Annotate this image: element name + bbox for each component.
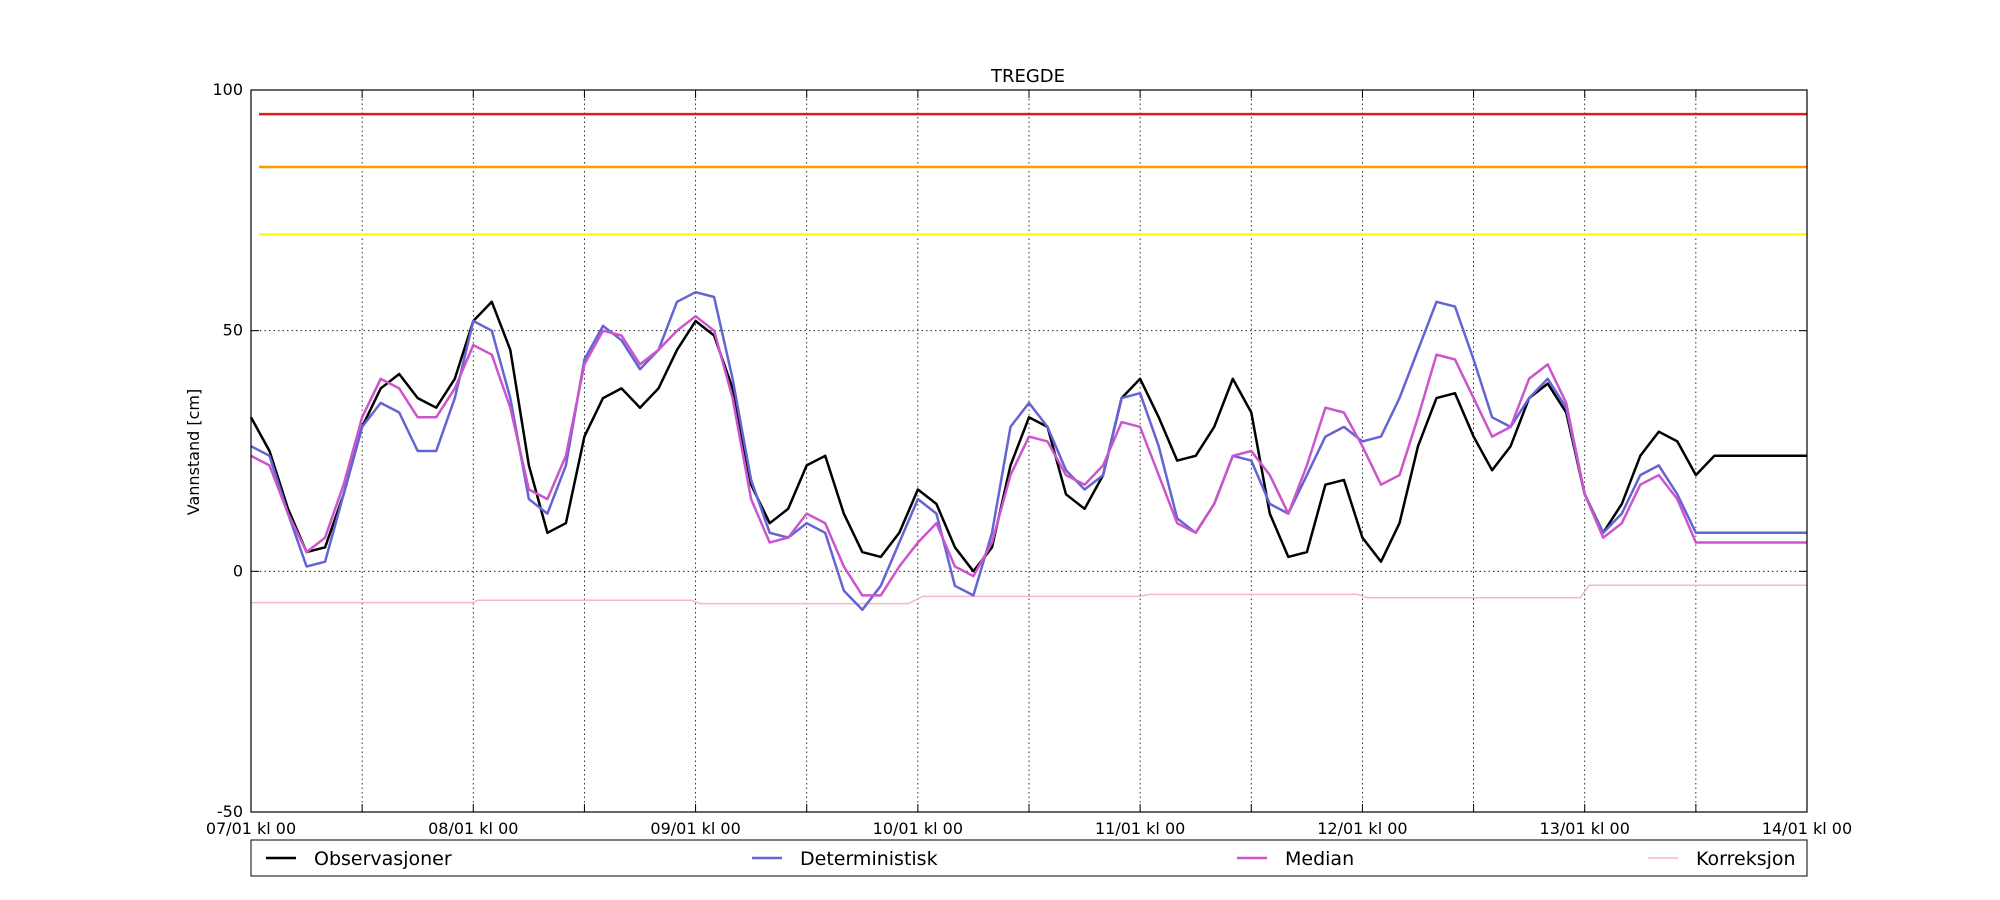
y-tick-label: 50: [223, 321, 243, 340]
grid: [251, 90, 1807, 812]
y-tick-label: 0: [233, 561, 243, 580]
y-axis-label: Vannstand [cm]: [184, 389, 203, 515]
x-ticks: 07/01 kl 00 08/01 kl 00 09/01 kl 00 10/01 k…: [206, 90, 1852, 838]
series-lines: [249, 290, 1807, 612]
x-tick-label: 11/01 kl 00: [1095, 819, 1185, 838]
x-tick-label: 13/01 kl 00: [1540, 819, 1630, 838]
legend-label: Deterministisk: [800, 848, 938, 870]
legend-box: [250, 839, 1808, 877]
threshold-lines: [259, 112, 1807, 236]
x-tick-label: 12/01 kl 00: [1317, 819, 1407, 838]
x-tick-label: 09/01 kl 00: [650, 819, 740, 838]
y-tick-label: 100: [212, 80, 243, 99]
chart-title: TREGDE: [990, 66, 1065, 87]
y-ticks: -50 0 50 100: [212, 80, 1807, 821]
x-tick-label: 14/01 kl 00: [1762, 819, 1852, 838]
legend: Observasjoner Deterministisk Median Korreks…: [250, 839, 1808, 877]
x-tick-label: 10/01 kl 00: [873, 819, 963, 838]
series-line-observasjoner: [249, 300, 1807, 573]
x-tick-label: 07/01 kl 00: [206, 819, 296, 838]
x-tick-label: 08/01 kl 00: [428, 819, 518, 838]
legend-label: Korreksjon: [1696, 848, 1796, 870]
legend-label: Observasjoner: [314, 848, 452, 870]
y-tick-label: -50: [217, 802, 243, 821]
series-line-median: [250, 314, 1807, 597]
series-line-deterministisk: [250, 290, 1807, 612]
legend-label: Median: [1285, 848, 1354, 870]
series-line-korreksjon: [251, 584, 1807, 605]
